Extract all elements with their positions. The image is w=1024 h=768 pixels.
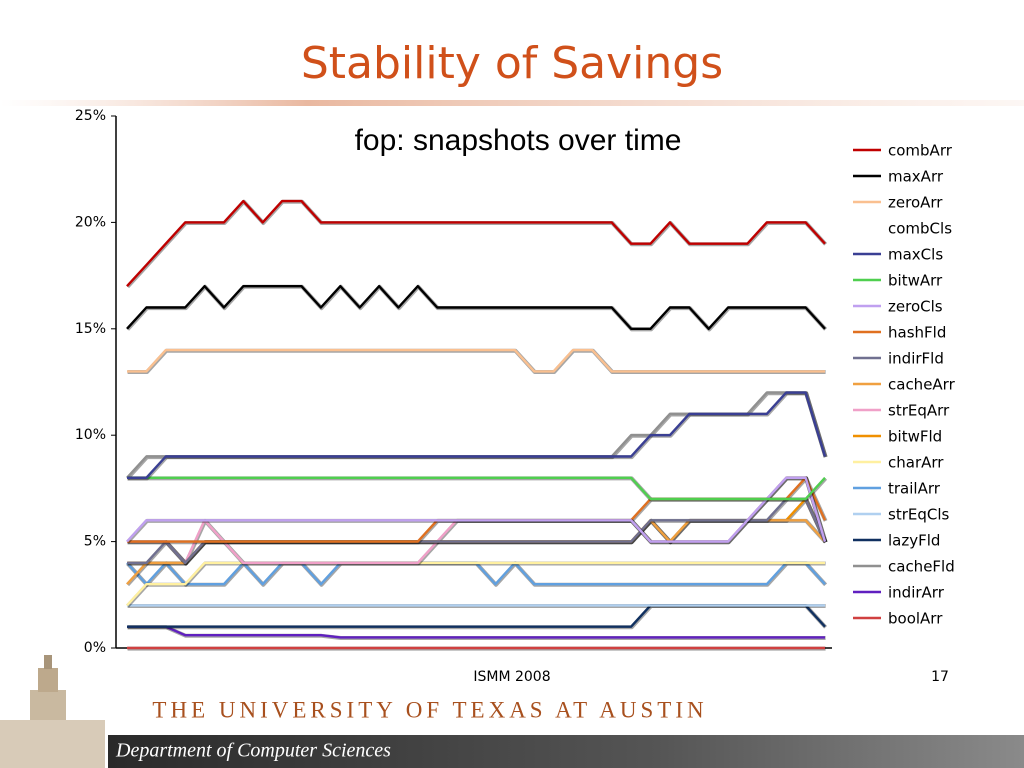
- legend-label: combCls: [888, 220, 952, 238]
- series-line: [126, 285, 826, 330]
- series-line: [127, 476, 826, 501]
- series-shadow: [127, 391, 828, 481]
- legend-label: zeroCls: [888, 298, 943, 316]
- department-name: Department of Computer Sciences: [115, 740, 391, 762]
- series-line: [126, 561, 826, 586]
- series-shadow: [127, 497, 828, 566]
- series-line: [127, 497, 827, 565]
- y-tick-label: 0%: [84, 640, 106, 656]
- university-name: THE UNIVERSITY OF TEXAS AT AUSTIN: [152, 697, 707, 722]
- y-tick-label: 5%: [84, 534, 106, 550]
- series-line: [127, 348, 825, 373]
- page-number: 17: [931, 669, 949, 685]
- series-line: [127, 625, 825, 639]
- legend-label: indirFld: [888, 350, 944, 368]
- legend-label: hashFld: [888, 324, 946, 342]
- legend-label: indirArr: [888, 584, 945, 602]
- footer: ISMM 2008: [473, 669, 550, 685]
- series-line: [126, 391, 827, 479]
- series-shadow: [127, 476, 828, 502]
- series-line: [127, 476, 827, 543]
- series-line: [127, 604, 826, 628]
- legend-label: cacheFld: [888, 558, 955, 576]
- legend-label: boolArr: [888, 610, 943, 628]
- slide-title: Stability of Savings: [301, 38, 723, 89]
- series-shadow: [126, 476, 828, 545]
- series-line: [126, 199, 826, 288]
- legend-label: zeroArr: [888, 194, 943, 212]
- legend-label: maxArr: [888, 168, 944, 186]
- legend-label: charArr: [888, 454, 944, 472]
- series-line: [127, 497, 827, 565]
- series-line: [126, 476, 827, 543]
- legend-label: strEqCls: [888, 506, 950, 524]
- legend-label: combArr: [888, 142, 953, 160]
- legend-label: trailArr: [888, 480, 941, 498]
- legend-label: strEqArr: [888, 402, 950, 420]
- chart-title: fop: snapshots over time: [355, 124, 682, 157]
- legend-label: bitwFld: [888, 428, 942, 446]
- legend-label: maxCls: [888, 246, 943, 264]
- series-shadow: [126, 391, 828, 480]
- y-tick-label: 20%: [75, 214, 106, 230]
- y-tick-label: 15%: [75, 321, 106, 337]
- legend-label: bitwArr: [888, 272, 943, 290]
- series-shadow: [127, 604, 828, 630]
- y-tick-label: 10%: [75, 427, 106, 443]
- series-shadow: [127, 348, 826, 375]
- series-line: [127, 391, 827, 479]
- series-shadow: [127, 497, 828, 566]
- legend-label: lazyFld: [888, 532, 940, 550]
- y-tick-label: 25%: [75, 108, 106, 124]
- department-bar: [108, 735, 1024, 768]
- plot: 0% 5% 10% 15% 20% 25% combArr maxArr zeroArr comb…: [75, 108, 956, 656]
- series-shadow: [127, 476, 828, 545]
- title-rule: [0, 100, 1024, 106]
- legend-label: cacheArr: [888, 376, 956, 394]
- tower-icon: [0, 655, 105, 768]
